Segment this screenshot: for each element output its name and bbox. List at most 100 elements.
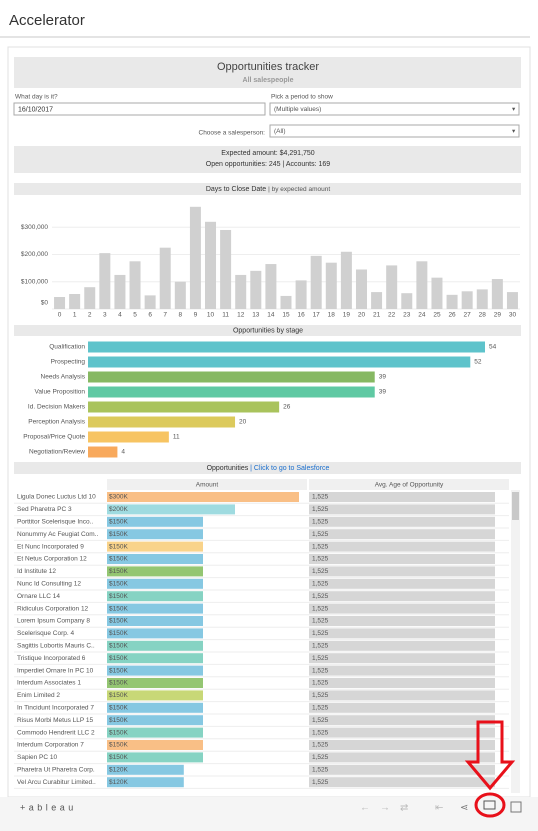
summary-open: Open opportunities: 245 | Accounts: 169	[206, 161, 331, 168]
age-label: 1,525	[312, 705, 329, 712]
bar	[54, 297, 66, 309]
column-header-label: Amount	[196, 482, 219, 489]
amount-bar	[107, 628, 203, 639]
fullscreen-icon[interactable]	[510, 801, 522, 813]
row-name: Ligula Donec Luctus Ltd 10	[17, 494, 96, 501]
scrollbar-thumb[interactable]	[512, 492, 519, 520]
filter-value: (Multiple values)	[274, 106, 321, 113]
redo-icon[interactable]: →	[380, 803, 390, 814]
bar	[250, 270, 262, 309]
x-tick-label: 6	[148, 312, 152, 319]
filter-value: (All)	[274, 128, 286, 135]
amount-bar	[107, 690, 203, 701]
row-name: Sagittis Lobortis Mauris C..	[17, 643, 95, 650]
scrollbar-track[interactable]	[511, 490, 520, 793]
revert-icon[interactable]: ⇄	[400, 803, 408, 814]
x-tick-label: 30	[509, 312, 517, 319]
table-title-main: Opportunities	[207, 465, 249, 472]
age-label: 1,525	[312, 630, 329, 637]
annotation-arrow	[464, 720, 516, 791]
amount-label: $150K	[109, 754, 128, 761]
x-tick-label: 7	[163, 312, 167, 319]
x-tick-label: 28	[479, 312, 487, 319]
bar	[401, 293, 413, 309]
amount-bar	[107, 492, 299, 502]
bar	[265, 264, 277, 309]
row-name: Et Nunc Incorporated 9	[17, 543, 84, 550]
age-label: 1,525	[312, 605, 329, 612]
undo-icon[interactable]: ←	[360, 803, 370, 814]
amount-bar	[107, 678, 203, 688]
age-label: 1,525	[312, 581, 329, 588]
amount-label: $150K	[109, 581, 128, 588]
reset-icon[interactable]: ⇤	[435, 803, 443, 814]
x-tick-label: 16	[297, 312, 305, 319]
amount-label: $150K	[109, 519, 128, 526]
row-name: Ornare LLC 14	[17, 593, 60, 600]
amount-label: $150K	[109, 568, 128, 575]
amount-bar	[107, 554, 203, 564]
age-bar	[309, 715, 495, 726]
x-tick-label: 25	[433, 312, 441, 319]
row-name: Tristique Incorporated 6	[17, 655, 86, 662]
row-name: Commodo Hendrerit LLC 2	[17, 729, 95, 736]
bar	[280, 295, 292, 309]
category-label: Value Proposition	[35, 389, 86, 396]
bar	[386, 265, 398, 309]
comment-icon[interactable]	[483, 800, 496, 810]
age-bar	[309, 541, 495, 552]
column-header	[309, 479, 509, 490]
amount-label: $150K	[109, 593, 128, 600]
amount-label: $150K	[109, 729, 128, 736]
y-tick-label: $200,000	[21, 251, 48, 258]
amount-bar	[107, 578, 203, 589]
bar	[69, 294, 81, 309]
tableau-logo[interactable]: + a b l e a u	[20, 802, 74, 812]
filter-label: Choose a salesperson:	[199, 130, 266, 137]
bar	[88, 416, 236, 428]
bar	[476, 289, 488, 309]
row-name: Sed Pharetra PC 3	[17, 506, 72, 513]
row-name: Nunc Id Consulting 12	[17, 581, 81, 588]
dashboard-subtitle: All salespeople	[243, 77, 294, 84]
bar	[205, 221, 217, 309]
y-tick-label: $300,000	[21, 224, 48, 231]
age-label: 1,525	[312, 680, 329, 687]
amount-bar	[107, 616, 203, 626]
salesforce-link[interactable]: | Click to go to Salesforce	[250, 465, 329, 472]
x-tick-label: 0	[58, 312, 62, 319]
age-bar	[309, 690, 495, 701]
chart-title: Opportunities by stage	[233, 327, 303, 334]
x-tick-label: 11	[222, 312, 229, 319]
summary-expected: Expected amount: $4,291,750	[221, 150, 315, 157]
category-label: Perception Analysis	[28, 419, 85, 426]
date-input[interactable]	[13, 102, 266, 116]
period-dropdown[interactable]	[269, 102, 520, 116]
amount-label: $300K	[109, 494, 128, 501]
amount-bar	[107, 715, 203, 726]
x-tick-label: 19	[343, 312, 351, 319]
category-label: Id. Decision Makers	[28, 404, 86, 411]
share-icon[interactable]: ⋖	[460, 803, 468, 814]
bar	[114, 274, 126, 309]
row-name: Nonummy Ac Feugiat Com..	[17, 531, 98, 538]
x-tick-label: 10	[207, 312, 215, 319]
page-title: Accelerator	[9, 12, 85, 29]
age-bar	[309, 578, 495, 589]
row-name: In Tincidunt Incorporated 7	[17, 705, 94, 712]
x-tick-label: 20	[358, 312, 366, 319]
amount-bar	[107, 764, 184, 775]
salesperson-dropdown[interactable]	[269, 124, 520, 138]
amount-bar	[107, 541, 203, 552]
x-tick-label: 12	[237, 312, 245, 319]
amount-label: $150K	[109, 717, 128, 724]
value-label: 39	[379, 389, 387, 396]
age-label: 1,525	[312, 494, 329, 501]
age-label: 1,525	[312, 643, 329, 650]
amount-label: $150K	[109, 667, 128, 674]
amount-bar	[107, 702, 203, 713]
age-label: 1,525	[312, 568, 329, 575]
amount-label: $150K	[109, 605, 128, 612]
age-bar	[309, 603, 495, 614]
